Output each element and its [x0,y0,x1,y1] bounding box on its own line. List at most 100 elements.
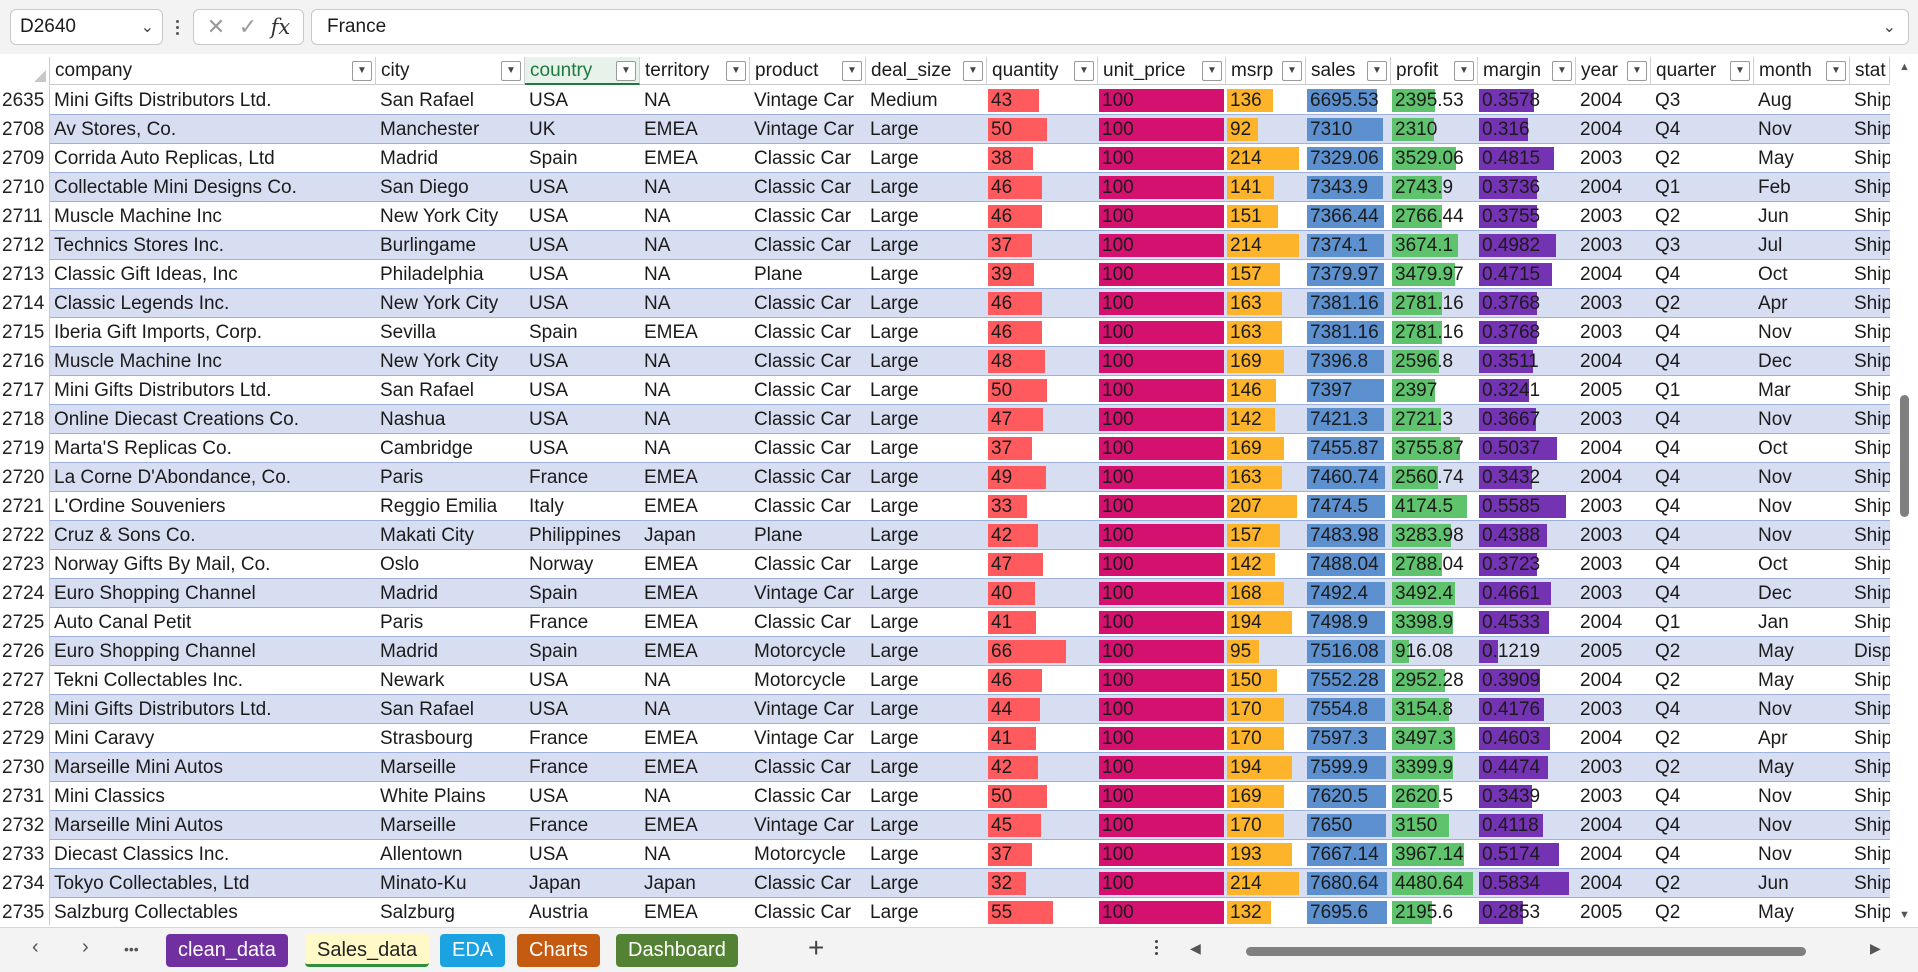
cell-sales[interactable]: 7498.9 [1306,608,1391,637]
cell-msrp[interactable]: 163 [1226,463,1306,492]
cell-status[interactable]: Ship [1850,724,1890,753]
cell-margin[interactable]: 0.3768 [1478,289,1576,318]
cell-year[interactable]: 2004 [1576,869,1651,898]
cell-msrp[interactable]: 193 [1226,840,1306,869]
cell-msrp[interactable]: 170 [1226,724,1306,753]
cell-unit_price[interactable]: 100 [1098,521,1226,550]
cell-margin[interactable]: 0.4661 [1478,579,1576,608]
cell-sales[interactable]: 7695.6 [1306,898,1391,925]
cell-deal_size[interactable]: Large [866,347,987,376]
cell-year[interactable]: 2004 [1576,434,1651,463]
cell-quarter[interactable]: Q2 [1651,637,1754,666]
cell-quarter[interactable]: Q4 [1651,492,1754,521]
cell-country[interactable]: Spain [525,637,640,666]
cell-margin[interactable]: 0.3909 [1478,666,1576,695]
cell-sales[interactable]: 7650 [1306,811,1391,840]
cell-status[interactable]: Ship [1850,666,1890,695]
cell-status[interactable]: Ship [1850,463,1890,492]
cell-year[interactable]: 2004 [1576,666,1651,695]
cell-sales[interactable]: 7396.8 [1306,347,1391,376]
cell-unit_price[interactable]: 100 [1098,782,1226,811]
cell-sales[interactable]: 7492.4 [1306,579,1391,608]
cell-quantity[interactable]: 43 [987,86,1098,115]
add-sheet-icon[interactable]: + [808,932,825,963]
column-header-quarter[interactable]: quarter ▼ [1651,57,1754,85]
prev-sheet-icon[interactable]: ‹ [32,936,39,958]
cell-msrp[interactable]: 170 [1226,811,1306,840]
cell-city[interactable]: Oslo [376,550,525,579]
cell-month[interactable]: Nov [1754,782,1850,811]
row-number[interactable]: 2715 [0,318,50,347]
cell-sales[interactable]: 7397 [1306,376,1391,405]
cell-year[interactable]: 2005 [1576,637,1651,666]
row-number[interactable]: 2724 [0,579,50,608]
cell-quarter[interactable]: Q3 [1651,231,1754,260]
cell-quarter[interactable]: Q4 [1651,347,1754,376]
cell-company[interactable]: Muscle Machine Inc [50,202,376,231]
cell-year[interactable]: 2003 [1576,579,1651,608]
cell-deal_size[interactable]: Large [866,782,987,811]
cell-unit_price[interactable]: 100 [1098,869,1226,898]
cell-product[interactable]: Classic Car [750,898,866,925]
cell-country[interactable]: Spain [525,144,640,173]
cell-profit[interactable]: 2743.9 [1391,173,1478,202]
cell-country[interactable]: USA [525,405,640,434]
cell-product[interactable]: Classic Car [750,550,866,579]
cell-status[interactable]: Ship [1850,550,1890,579]
cell-msrp[interactable]: 157 [1226,521,1306,550]
cell-territory[interactable]: NA [640,666,750,695]
cell-product[interactable]: Classic Car [750,318,866,347]
cell-profit[interactable]: 3283.98 [1391,521,1478,550]
cell-profit[interactable]: 2395.53 [1391,86,1478,115]
cell-quarter[interactable]: Q2 [1651,724,1754,753]
cell-quantity[interactable]: 50 [987,115,1098,144]
cell-month[interactable]: May [1754,666,1850,695]
cell-profit[interactable]: 3967.14 [1391,840,1478,869]
cell-territory[interactable]: NA [640,840,750,869]
cell-month[interactable]: Jan [1754,608,1850,637]
cell-city[interactable]: Manchester [376,115,525,144]
cell-unit_price[interactable]: 100 [1098,550,1226,579]
sheet-tab-dashboard[interactable]: Dashboard [616,934,738,967]
cell-quarter[interactable]: Q2 [1651,869,1754,898]
cell-unit_price[interactable]: 100 [1098,579,1226,608]
cell-product[interactable]: Classic Car [750,376,866,405]
cell-deal_size[interactable]: Large [866,318,987,347]
cell-quarter[interactable]: Q4 [1651,318,1754,347]
cell-company[interactable]: Classic Legends Inc. [50,289,376,318]
cell-product[interactable]: Classic Car [750,608,866,637]
filter-dropdown-icon[interactable]: ▼ [842,61,862,81]
cell-city[interactable]: Allentown [376,840,525,869]
cell-quantity[interactable]: 49 [987,463,1098,492]
cell-city[interactable]: San Rafael [376,695,525,724]
cell-product[interactable]: Classic Car [750,753,866,782]
cell-month[interactable]: Jun [1754,869,1850,898]
cell-quarter[interactable]: Q2 [1651,289,1754,318]
cell-status[interactable]: Ship [1850,492,1890,521]
cell-city[interactable]: Reggio Emilia [376,492,525,521]
cell-msrp[interactable]: 142 [1226,550,1306,579]
cell-deal_size[interactable]: Large [866,202,987,231]
cell-quantity[interactable]: 41 [987,724,1098,753]
cell-sales[interactable]: 7310 [1306,115,1391,144]
confirm-icon[interactable]: ✓ [238,14,258,39]
cell-deal_size[interactable]: Large [866,724,987,753]
vertical-scrollbar[interactable]: ▲ ▼ [1892,57,1918,925]
cell-unit_price[interactable]: 100 [1098,115,1226,144]
filter-dropdown-icon[interactable]: ▼ [1367,61,1387,81]
cell-deal_size[interactable]: Large [866,289,987,318]
cell-status[interactable]: Ship [1850,376,1890,405]
cell-company[interactable]: Mini Gifts Distributors Ltd. [50,86,376,115]
cell-profit[interactable]: 3492.4 [1391,579,1478,608]
cell-company[interactable]: L'Ordine Souveniers [50,492,376,521]
cell-quantity[interactable]: 47 [987,405,1098,434]
cell-margin[interactable]: 0.4603 [1478,724,1576,753]
cell-margin[interactable]: 0.4533 [1478,608,1576,637]
cell-country[interactable]: Italy [525,492,640,521]
cell-product[interactable]: Plane [750,260,866,289]
select-all-corner[interactable] [0,57,50,85]
cell-company[interactable]: Marta'S Replicas Co. [50,434,376,463]
cell-city[interactable]: Cambridge [376,434,525,463]
cell-year[interactable]: 2004 [1576,608,1651,637]
cell-quantity[interactable]: 66 [987,637,1098,666]
